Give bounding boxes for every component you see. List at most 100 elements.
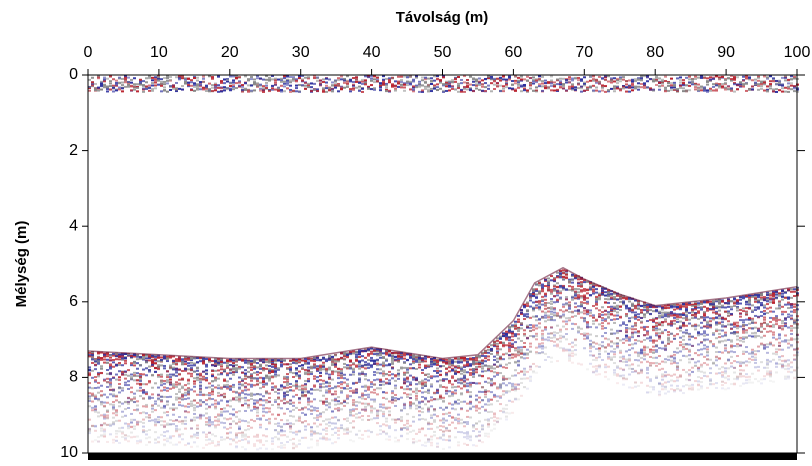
reflector-noise — [295, 393, 298, 396]
reflector-noise — [415, 407, 418, 410]
reflector-noise — [214, 402, 217, 405]
reflector-noise — [199, 381, 202, 384]
surface-noise — [100, 88, 103, 91]
surface-noise — [142, 85, 145, 88]
reflector-noise — [571, 355, 574, 358]
reflector-noise — [166, 403, 169, 406]
surface-noise — [316, 90, 319, 93]
reflector-noise — [487, 423, 490, 426]
reflector-noise — [190, 400, 193, 403]
reflector-noise — [370, 347, 373, 350]
reflector-noise — [259, 447, 262, 450]
reflector-noise — [535, 351, 538, 354]
reflector-noise — [130, 376, 133, 379]
reflector-noise — [133, 400, 136, 403]
reflector-noise — [109, 364, 112, 367]
reflector-noise — [391, 396, 394, 399]
reflector-noise — [118, 441, 121, 444]
surface-noise — [289, 76, 292, 79]
reflector-noise — [517, 363, 520, 366]
reflector-noise — [109, 381, 112, 384]
reflector-noise — [187, 390, 190, 393]
reflector-noise — [289, 371, 292, 374]
reflector-noise — [565, 348, 568, 351]
reflector-noise — [280, 388, 283, 391]
reflector-noise — [430, 444, 433, 447]
reflector-noise — [418, 358, 421, 361]
reflector-noise — [172, 355, 175, 358]
reflector-noise — [145, 354, 148, 357]
reflector-noise — [226, 399, 229, 402]
reflector-noise — [406, 388, 409, 391]
reflector-noise — [562, 325, 565, 328]
reflector-noise — [172, 368, 175, 371]
reflector-noise — [148, 428, 151, 431]
surface-noise — [184, 80, 187, 83]
reflector-noise — [253, 420, 256, 423]
reflector-noise — [172, 419, 175, 422]
reflector-noise — [124, 401, 127, 404]
reflector-noise — [475, 406, 478, 409]
surface-noise — [301, 78, 304, 81]
reflector-noise — [115, 411, 118, 414]
reflector-noise — [577, 362, 580, 365]
reflector-noise — [526, 309, 529, 312]
surface-noise — [541, 85, 544, 88]
surface-noise — [334, 86, 337, 89]
reflector-noise — [550, 275, 553, 278]
surface-noise — [478, 88, 481, 91]
reflector-noise — [244, 420, 247, 423]
surface-noise — [358, 80, 361, 83]
surface-noise — [490, 75, 493, 78]
reflector-noise — [469, 358, 472, 361]
surface-noise — [253, 89, 256, 92]
reflector-noise — [460, 407, 463, 410]
reflector-noise — [520, 311, 523, 314]
reflector-noise — [391, 356, 394, 359]
reflector-noise — [238, 393, 241, 396]
reflector-noise — [319, 379, 322, 382]
surface-noise — [430, 90, 433, 93]
reflector-noise — [217, 401, 220, 404]
reflector-noise — [133, 354, 136, 357]
reflector-noise — [391, 377, 394, 380]
reflector-noise — [526, 353, 529, 356]
reflector-noise — [319, 432, 322, 435]
reflector-noise — [307, 397, 310, 400]
reflector-noise — [154, 422, 157, 425]
reflector-noise — [340, 424, 343, 427]
surface-noise — [490, 78, 493, 81]
reflector-noise — [457, 360, 460, 363]
reflector-noise — [502, 332, 505, 335]
reflector-noise — [112, 388, 115, 391]
reflector-noise — [418, 356, 421, 359]
reflector-noise — [232, 364, 235, 367]
reflector-noise — [148, 416, 151, 419]
surface-noise — [244, 82, 247, 85]
surface-noise — [304, 84, 307, 87]
reflector-noise — [223, 410, 226, 413]
reflector-noise — [388, 427, 391, 430]
reflector-noise — [268, 368, 271, 371]
reflector-noise — [190, 375, 193, 378]
reflector-noise — [466, 421, 469, 424]
reflector-noise — [445, 361, 448, 364]
reflector-noise — [100, 435, 103, 438]
reflector-noise — [532, 307, 535, 310]
surface-noise — [238, 80, 241, 83]
surface-noise — [559, 77, 562, 80]
surface-noise — [157, 78, 160, 81]
surface-noise — [313, 75, 316, 78]
reflector-noise — [433, 363, 436, 366]
reflector-noise — [328, 368, 331, 371]
reflector-noise — [244, 359, 247, 362]
surface-noise — [532, 78, 535, 81]
reflector-noise — [163, 444, 166, 447]
reflector-noise — [124, 408, 127, 411]
reflector-noise — [202, 378, 205, 381]
reflector-noise — [199, 415, 202, 418]
reflector-noise — [343, 401, 346, 404]
surface-noise — [169, 78, 172, 81]
reflector-noise — [187, 357, 190, 360]
surface-noise — [283, 85, 286, 88]
